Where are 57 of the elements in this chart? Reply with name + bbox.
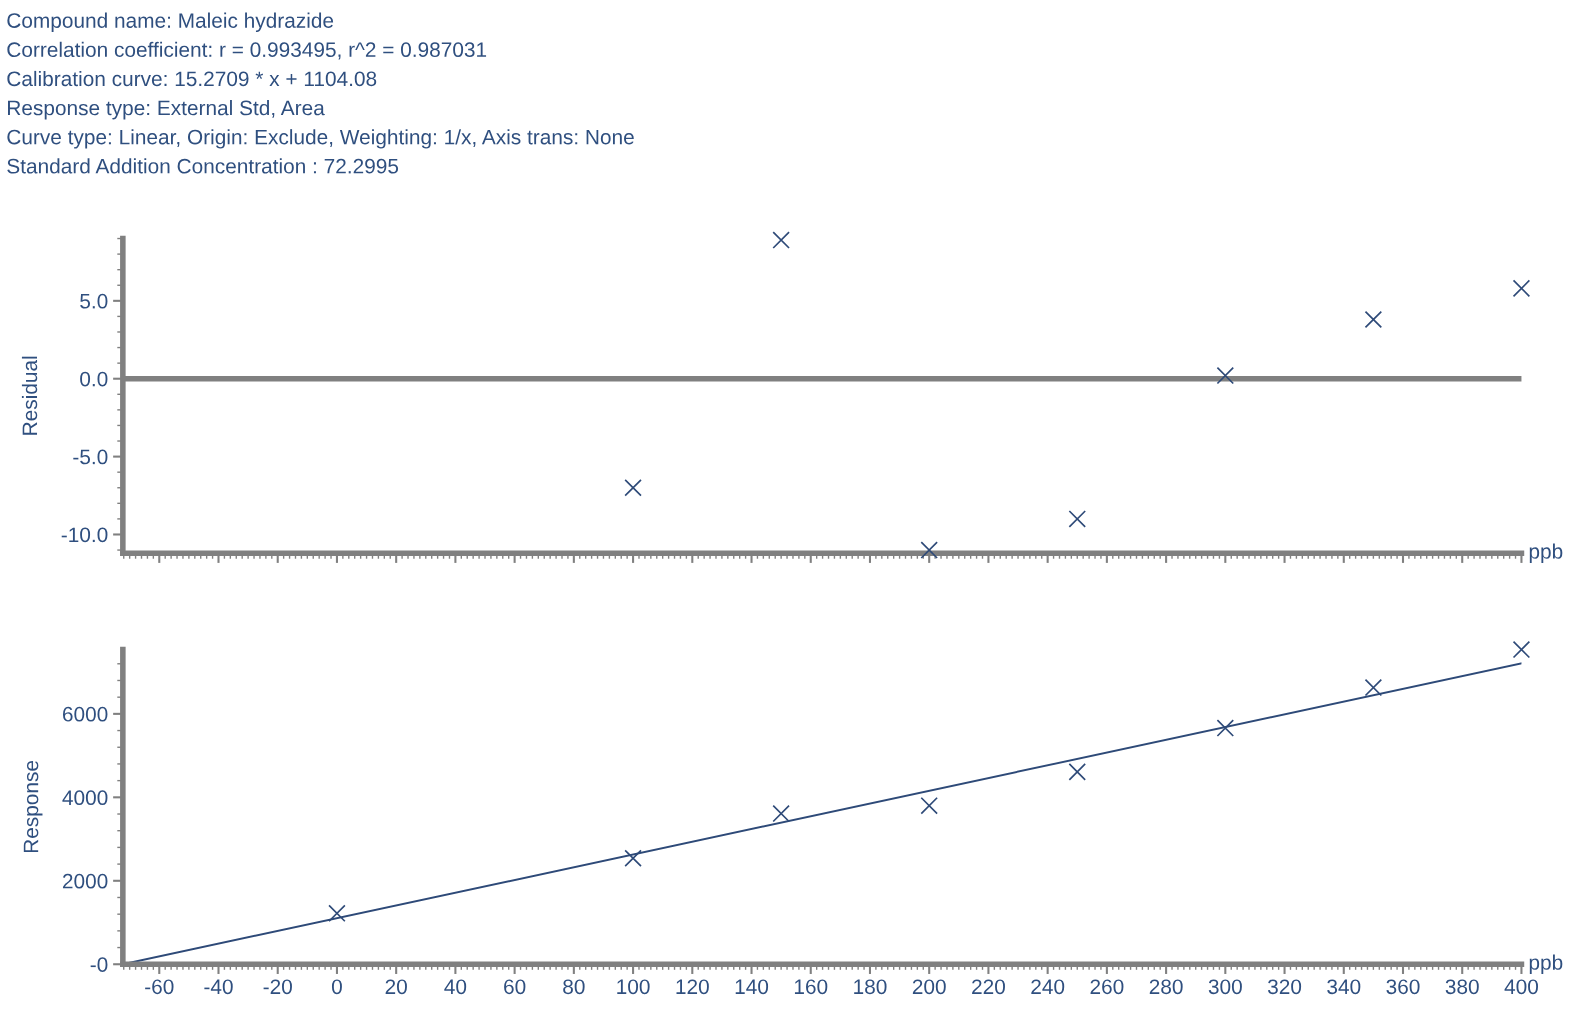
- y-tick-label: 4000: [62, 790, 108, 806]
- point: [1216, 366, 1235, 385]
- point: [624, 849, 642, 868]
- text: Correlation coefficient: r = 0.993495, r^2 = 0.987031: [7, 41, 487, 60]
- point: [1512, 640, 1531, 659]
- point: [624, 478, 642, 497]
- x-tick-label: 380: [1445, 979, 1479, 995]
- point: [1364, 678, 1383, 697]
- x-tick-label: -60: [145, 979, 174, 995]
- x-tick-label: 400: [1504, 979, 1539, 995]
- x-tick-label: 200: [912, 979, 946, 995]
- point: [1068, 510, 1087, 528]
- x-tick-label: 260: [1090, 979, 1124, 995]
- point: [1216, 719, 1235, 737]
- x-tick-label: 20: [385, 979, 407, 995]
- x-tick-label: 40: [444, 979, 467, 995]
- x-tick-label: 360: [1386, 979, 1420, 995]
- point: [1068, 763, 1087, 781]
- x-axis-title: ppb: [1529, 543, 1563, 563]
- x-tick-label: 240: [1031, 979, 1065, 995]
- y-axis-title: Residual: [21, 356, 38, 435]
- x-tick-label: 320: [1267, 979, 1302, 995]
- x-tick-label: -40: [204, 979, 233, 995]
- point: [1512, 279, 1531, 298]
- x-tick-label: 0: [331, 979, 342, 995]
- x-tick-label: 140: [735, 979, 769, 995]
- x-tick-label: 80: [563, 979, 585, 995]
- x-tick-label: 220: [972, 979, 1005, 995]
- point: [920, 541, 938, 559]
- point: [920, 796, 938, 815]
- text: Response type: External Std, Area: [8, 100, 325, 120]
- text: Standard Addition Concentration : 72.2995: [7, 158, 399, 174]
- x-tick-label: 180: [854, 979, 887, 995]
- x-tick-label: -20: [263, 979, 292, 995]
- y-tick-label: 5.0: [80, 293, 108, 309]
- point: [772, 231, 790, 249]
- x-tick-label: 60: [504, 979, 526, 995]
- x-tick-label: 160: [794, 979, 828, 995]
- x-tick-label: 340: [1327, 979, 1361, 995]
- chart-title: Compound name: Maleic hydrazide: [7, 12, 334, 33]
- x-tick-label: 100: [617, 979, 650, 995]
- x-axis-title: ppb: [1529, 954, 1563, 974]
- text: Calibration curve: 15.2709 * x + 1104.08: [7, 70, 377, 87]
- point: [1364, 310, 1383, 329]
- y-tick-label: -10.0: [61, 527, 108, 543]
- y-tick-label: 6000: [62, 706, 108, 722]
- x-tick-label: 300: [1208, 979, 1242, 995]
- y-tick-label: 2000: [62, 873, 108, 889]
- text: Curve type: Linear, Origin: Exclude, Weighting: 1/x, Axis trans: None: [7, 129, 634, 149]
- y-tick-label: -5.0: [73, 449, 108, 465]
- y-tick-label: 0.0: [80, 371, 108, 387]
- y-tick-label: -0: [90, 957, 108, 972]
- x-tick-label: 280: [1149, 979, 1183, 995]
- point: [772, 804, 790, 823]
- y-axis-title: Response: [23, 760, 43, 853]
- x-tick-label: 120: [676, 979, 709, 995]
- point: [328, 904, 346, 923]
